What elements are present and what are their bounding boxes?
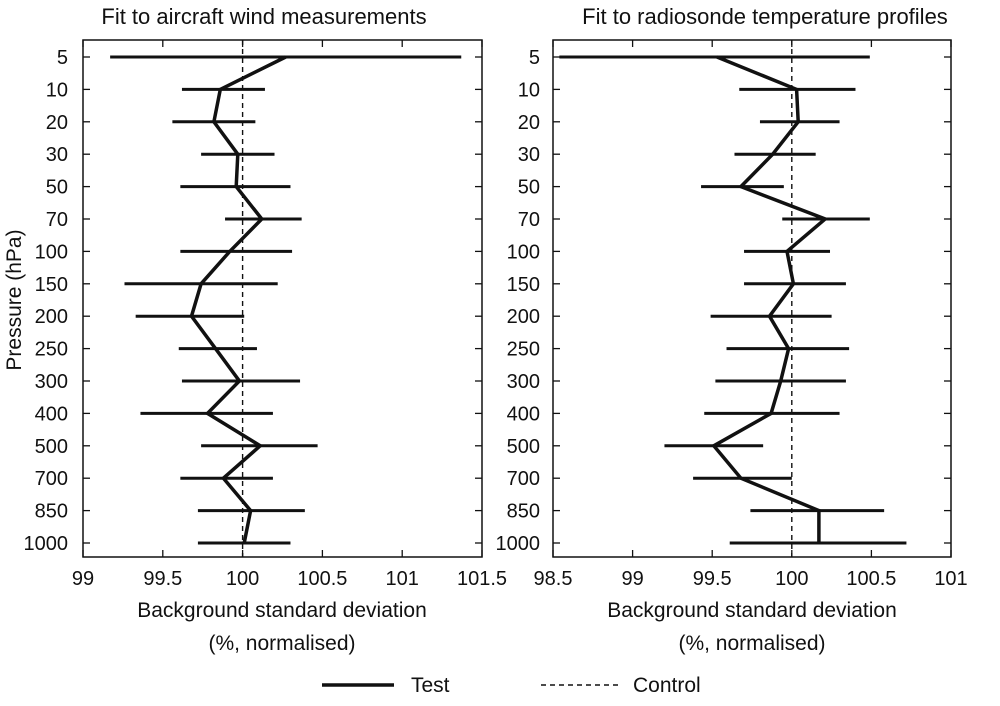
x-tick-label: 101 bbox=[386, 568, 419, 590]
y-tick-label: 400 bbox=[507, 403, 540, 425]
y-tick-label: 200 bbox=[507, 306, 540, 328]
test-series-line bbox=[189, 55, 287, 544]
y-axis-label: Pressure (hPa) bbox=[3, 229, 26, 370]
x-tick-labels: 99 99.5 100 100.5 101 101.5 bbox=[72, 568, 507, 590]
y-tick-label: 500 bbox=[507, 436, 540, 458]
error-bars bbox=[110, 55, 462, 545]
x-axis-label-line1: Background standard deviation bbox=[607, 599, 897, 622]
panel-radiosonde-temperature: Fit to radiosonde temperature profiles 5… bbox=[496, 4, 968, 655]
x-tick-label: 99 bbox=[72, 568, 94, 590]
legend-label-test: Test bbox=[411, 674, 450, 697]
y-tick-label: 100 bbox=[507, 241, 540, 263]
x-tick-label: 99.5 bbox=[143, 568, 182, 590]
x-axis-label-line2: (%, normalised) bbox=[208, 632, 355, 655]
panel-title: Fit to aircraft wind measurements bbox=[101, 4, 426, 29]
y-tick-label: 850 bbox=[507, 501, 540, 523]
y-tick-label: 200 bbox=[35, 306, 68, 328]
y-tick-label: 1000 bbox=[496, 533, 541, 555]
x-tick-label: 101 bbox=[934, 568, 967, 590]
x-tick-label: 99.5 bbox=[693, 568, 732, 590]
y-tick-label: 150 bbox=[507, 274, 540, 296]
y-tick-label: 50 bbox=[46, 177, 68, 199]
y-tick-label: 100 bbox=[35, 241, 68, 263]
x-axis-label-line1: Background standard deviation bbox=[137, 599, 427, 622]
y-tick-label: 150 bbox=[35, 274, 68, 296]
x-axis-label-line2: (%, normalised) bbox=[678, 632, 825, 655]
x-tick-label: 100 bbox=[775, 568, 808, 590]
y-tick-label: 300 bbox=[507, 371, 540, 393]
x-tick-label: 99 bbox=[621, 568, 643, 590]
tick-marks bbox=[82, 40, 483, 557]
y-tick-label: 20 bbox=[518, 112, 540, 134]
y-tick-label: 400 bbox=[35, 403, 68, 425]
test-series-line bbox=[711, 55, 829, 543]
legend-label-control: Control bbox=[633, 674, 701, 697]
panel-title: Fit to radiosonde temperature profiles bbox=[582, 4, 948, 29]
plot-frame bbox=[552, 39, 952, 558]
legend: Test Control bbox=[322, 674, 701, 697]
y-tick-label: 20 bbox=[46, 112, 68, 134]
y-tick-label: 50 bbox=[518, 177, 540, 199]
y-tick-label: 700 bbox=[35, 468, 68, 490]
y-tick-label: 300 bbox=[35, 371, 68, 393]
x-tick-labels: 98.5 99 99.5 100 100.5 101 bbox=[534, 568, 968, 590]
y-tick-label: 1000 bbox=[24, 533, 69, 555]
y-tick-label: 70 bbox=[46, 209, 68, 231]
y-tick-label: 250 bbox=[507, 339, 540, 361]
y-tick-label: 700 bbox=[507, 468, 540, 490]
y-tick-label: 250 bbox=[35, 339, 68, 361]
y-tick-label: 70 bbox=[518, 209, 540, 231]
y-tick-label: 5 bbox=[57, 47, 68, 69]
plot-frame bbox=[82, 39, 483, 558]
panel-aircraft-wind: Fit to aircraft wind measurements 5 10 20 3… bbox=[24, 4, 508, 655]
x-tick-label: 100 bbox=[226, 568, 259, 590]
y-tick-label: 10 bbox=[518, 79, 540, 101]
x-tick-label: 100.5 bbox=[297, 568, 347, 590]
x-tick-label: 101.5 bbox=[457, 568, 507, 590]
y-tick-labels: 5 10 20 30 50 70 100 150 200 250 300 400 500 700 850 10… bbox=[496, 47, 541, 555]
y-tick-label: 30 bbox=[518, 144, 540, 166]
y-tick-labels: 5 10 20 30 50 70 100 150 200 250 300 400 500 700 850 10… bbox=[24, 47, 69, 555]
x-tick-label: 100.5 bbox=[846, 568, 896, 590]
y-tick-label: 10 bbox=[46, 79, 68, 101]
y-tick-label: 850 bbox=[35, 501, 68, 523]
tick-marks bbox=[552, 40, 952, 557]
x-tick-label: 98.5 bbox=[534, 568, 573, 590]
y-tick-label: 30 bbox=[46, 144, 68, 166]
y-tick-label: 5 bbox=[529, 47, 540, 69]
y-tick-label: 500 bbox=[35, 436, 68, 458]
